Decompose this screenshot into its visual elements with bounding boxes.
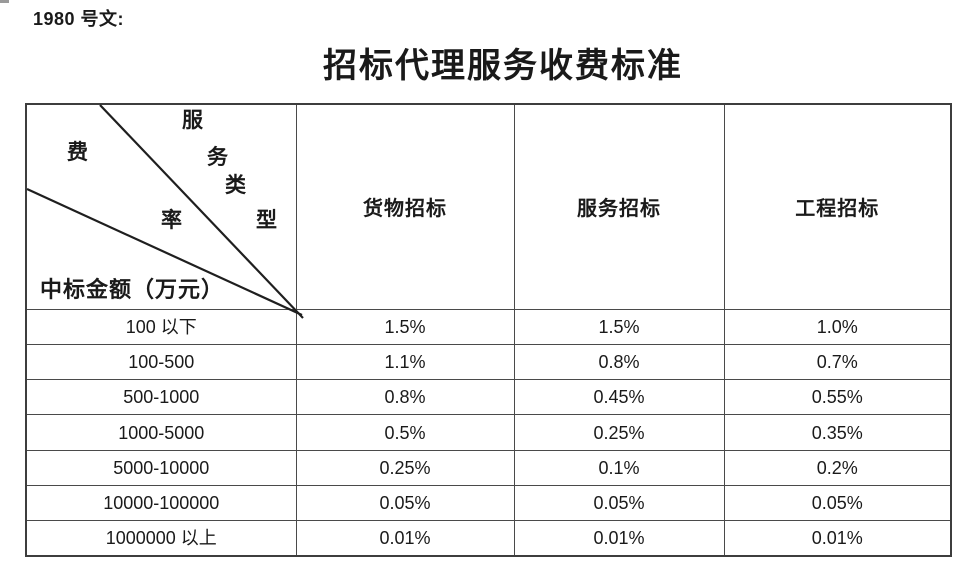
diagonal-lines: [26, 104, 304, 319]
rate-cell: 0.1%: [513, 449, 725, 486]
rate-cell: 0.7%: [723, 343, 952, 381]
corner-label-service-type-char: 型: [256, 208, 277, 232]
page-title: 招标代理服务收费标准: [323, 48, 683, 85]
table-row: 1000000 以上 0.01% 0.01% 0.01%: [25, 520, 952, 557]
rate-cell: 0.25%: [295, 449, 515, 486]
header-row: 服 务 类 型 费 率 中标金额（万元） 货物招标 服务招标 工程招标: [25, 103, 952, 319]
column-header-works-bidding: 工程招标: [723, 103, 952, 310]
corner-label-service-type-char: 服: [182, 108, 203, 132]
row-label-amount-range: 500-1000: [25, 379, 297, 416]
corner-label-amount: 中标金额（万元）: [40, 277, 225, 302]
row-label-amount-range: 10000-100000: [25, 484, 297, 522]
doc-reference-label: 1980 号文:: [33, 9, 125, 29]
table-row: 10000-100000 0.05% 0.05% 0.05%: [25, 484, 952, 522]
row-label-amount-range: 5000-10000: [25, 449, 297, 486]
table-row: 100-500 1.1% 0.8% 0.7%: [25, 343, 952, 381]
rate-cell: 0.05%: [295, 484, 515, 522]
rate-cell: 0.45%: [513, 379, 725, 416]
corner-label-service-type-char: 务: [207, 145, 228, 169]
table-row: 100 以下 1.5% 1.5% 1.0%: [25, 308, 952, 345]
rate-cell: 0.25%: [513, 414, 725, 451]
rate-cell: 0.5%: [295, 414, 515, 451]
row-label-amount-range: 1000000 以上: [25, 520, 297, 557]
rate-cell: 0.35%: [723, 414, 952, 451]
rate-cell: 1.1%: [295, 343, 515, 381]
row-label-amount-range: 100-500: [25, 343, 297, 381]
diagonal-header-cell: 服 务 类 型 费 率 中标金额（万元）: [25, 103, 304, 319]
row-label-amount-range: 100 以下: [25, 308, 297, 345]
rate-cell: 0.2%: [723, 449, 952, 486]
fee-standard-table: 服 务 类 型 费 率 中标金额（万元） 货物招标 服务招标 工程招标 100 …: [25, 103, 952, 558]
table-row: 1000-5000 0.5% 0.25% 0.35%: [25, 414, 952, 451]
rate-cell: 1.5%: [295, 308, 515, 345]
rate-cell: 0.01%: [513, 520, 725, 557]
rate-cell: 0.01%: [723, 520, 952, 557]
rate-cell: 0.8%: [295, 379, 515, 416]
rate-cell: 0.05%: [723, 484, 952, 522]
rate-cell: 1.5%: [513, 308, 725, 345]
rate-cell: 0.05%: [513, 484, 725, 522]
table-row: 500-1000 0.8% 0.45% 0.55%: [25, 379, 952, 416]
row-label-amount-range: 1000-5000: [25, 414, 297, 451]
column-header-goods-bidding: 货物招标: [295, 103, 515, 310]
rate-cell: 0.55%: [723, 379, 952, 416]
page-edge-artifact: [0, 0, 9, 3]
rate-cell: 0.8%: [513, 343, 725, 381]
column-header-service-bidding: 服务招标: [513, 103, 725, 310]
rate-cell: 1.0%: [723, 308, 952, 345]
table-row: 5000-10000 0.25% 0.1% 0.2%: [25, 449, 952, 486]
rate-cell: 0.01%: [295, 520, 515, 557]
corner-label-service-type-char: 类: [225, 173, 246, 197]
corner-label-rate-char: 率: [161, 208, 182, 232]
corner-label-rate-char: 费: [67, 140, 88, 164]
